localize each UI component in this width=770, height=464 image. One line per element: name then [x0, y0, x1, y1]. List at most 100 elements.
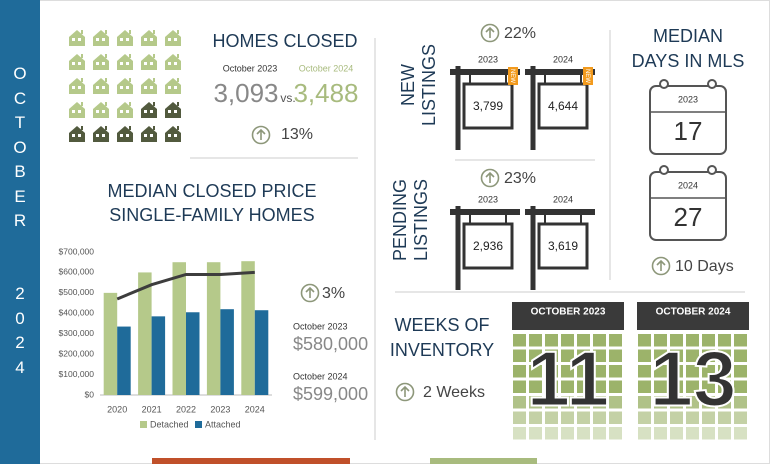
bar: [206, 262, 221, 395]
house-icon: [141, 78, 157, 94]
house-icon: [165, 30, 181, 46]
day-cell: [638, 427, 651, 440]
day-cell: [561, 334, 574, 347]
title: NEW: [398, 64, 418, 106]
day-cell: [670, 396, 683, 409]
sign-board: [537, 82, 589, 130]
bar: [241, 261, 255, 395]
legend-label: Attached: [205, 419, 241, 429]
calendar-header: [512, 302, 624, 330]
day-cell: [702, 380, 715, 393]
year: 2023: [678, 94, 698, 104]
house-icon: [165, 102, 181, 118]
day-cell: [593, 380, 606, 393]
y-tick-label: $700,000: [59, 246, 95, 256]
day-cell: [609, 380, 622, 393]
day-cell: [654, 396, 667, 409]
day-cell: [654, 365, 667, 378]
house-icon: [93, 102, 109, 118]
house-icon: [69, 78, 85, 94]
house-icon: [117, 30, 133, 46]
house-icon: [117, 54, 133, 70]
day-cell: [686, 411, 699, 424]
day-calendars: 2023 17 2024 27: [649, 79, 727, 241]
day-cell: [702, 396, 715, 409]
up-icon: [251, 125, 271, 145]
day-cell: [654, 411, 667, 424]
legend-swatch: [195, 421, 202, 428]
sign-board: [537, 222, 589, 270]
day-cell: [577, 411, 590, 424]
label: October 2024: [293, 371, 348, 381]
y-tick-label: $200,000: [59, 348, 95, 358]
bar: [117, 326, 131, 395]
day-cell: [670, 427, 683, 440]
badge-bg: [508, 67, 518, 85]
day-cell: [686, 334, 699, 347]
value: $580,000: [293, 334, 368, 354]
value: $599,000: [293, 384, 368, 404]
day-cell: [734, 427, 747, 440]
day-cell: [718, 349, 731, 362]
label: October 2023: [223, 63, 278, 73]
day-cell: [702, 334, 715, 347]
house-icon: [117, 126, 133, 142]
bar: [254, 310, 269, 395]
year: 2023: [478, 194, 498, 204]
value: 2,936: [473, 239, 503, 253]
day-cell: [718, 427, 731, 440]
day-cell: [577, 365, 590, 378]
day-cell: [593, 334, 606, 347]
day-cell: [545, 427, 558, 440]
day-cell: [702, 365, 715, 378]
day-cell: [609, 365, 622, 378]
value: 17: [674, 116, 703, 146]
day-cell: [545, 349, 558, 362]
day-cell: [734, 334, 747, 347]
day-cell: [638, 365, 651, 378]
day-cell: [513, 380, 526, 393]
day-cell: [513, 396, 526, 409]
house-icon: [69, 30, 85, 46]
day-cell: [513, 427, 526, 440]
legend-label: Detached: [150, 419, 189, 429]
title: INVENTORY: [390, 340, 494, 360]
day-cell: [686, 396, 699, 409]
sidebar: [0, 0, 40, 464]
day-cell: [561, 365, 574, 378]
day-cell: [577, 380, 590, 393]
x-tick-label: 2021: [142, 404, 162, 414]
day-cell: [513, 334, 526, 347]
house-icon: [165, 54, 181, 70]
day-cell: [654, 334, 667, 347]
day-cell: [609, 334, 622, 347]
day-cell: [561, 349, 574, 362]
bar: [138, 272, 152, 395]
year: 2024: [553, 54, 573, 64]
badge: NEW: [583, 67, 593, 85]
y-tick-label: $100,000: [59, 369, 95, 379]
day-cell: [561, 427, 574, 440]
day-cell: [638, 334, 651, 347]
day-cell: [529, 427, 542, 440]
up-icon: [480, 168, 500, 188]
value: 13: [650, 335, 737, 423]
day-cell: [545, 334, 558, 347]
year: 2024: [678, 180, 698, 190]
day-cell: [529, 396, 542, 409]
badge-text: NEW: [584, 69, 590, 83]
calendar: [649, 85, 727, 155]
x-tick-label: 2022: [176, 404, 196, 414]
day-cell: [702, 349, 715, 362]
month: OCTOBER: [13, 64, 27, 230]
day-cell: [593, 427, 606, 440]
y-tick-label: $600,000: [59, 267, 95, 277]
day-cell: [734, 411, 747, 424]
house-icon: [165, 126, 181, 142]
change: 13%: [281, 126, 313, 143]
x-tick-label: 2023: [210, 404, 230, 414]
house-icon: [117, 102, 133, 118]
day-cell: [670, 380, 683, 393]
day-cell: [734, 396, 747, 409]
